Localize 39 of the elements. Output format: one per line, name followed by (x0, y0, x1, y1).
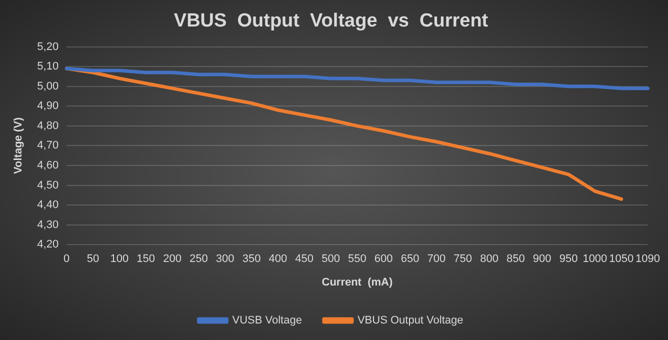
legend-label: VBUS Output Voltage (357, 314, 464, 327)
y-tick-label: 4,40 (37, 199, 59, 212)
x-tick-label: 950 (559, 253, 578, 266)
x-tick-label: 750 (454, 253, 472, 266)
x-tick-label: 250 (190, 253, 208, 266)
x-tick-label: 0 (64, 253, 70, 266)
x-tick-label: 350 (242, 253, 261, 266)
x-tick-label: 100 (110, 253, 129, 266)
y-tick-label: 5,20 (37, 40, 59, 53)
x-tick-label: 900 (532, 253, 552, 266)
y-tick-label: 5,10 (37, 60, 59, 73)
x-tick-label: 300 (216, 253, 234, 266)
x-tick-label: 450 (295, 253, 314, 266)
x-axis-title: Current (mA) (322, 276, 393, 288)
y-tick-label: 4,90 (37, 100, 59, 112)
x-tick-label: 850 (506, 253, 525, 266)
x-tick-label: 1050 (609, 253, 634, 266)
legend-label: VUSB Voltage (232, 314, 302, 327)
chart-title: VBUS Output Voltage vs Current (174, 10, 489, 32)
x-tick-label: 550 (348, 253, 366, 266)
y-tick-label: 4,50 (37, 179, 59, 192)
y-axis-title: Voltage (V) (12, 117, 25, 174)
y-tick-label: 4,70 (37, 140, 59, 152)
y-tick-label: 4,30 (37, 218, 59, 231)
x-tick-label: 400 (268, 253, 288, 266)
x-tick-label: 650 (400, 253, 420, 266)
y-tick-label: 5,00 (37, 80, 59, 92)
x-tick-label: 500 (322, 253, 340, 266)
x-tick-label: 150 (136, 253, 156, 266)
x-tick-label: 1000 (582, 253, 608, 266)
y-tick-label: 4,80 (37, 120, 59, 132)
x-tick-label: 600 (374, 253, 393, 266)
x-tick-label: 700 (427, 253, 446, 266)
x-tick-label: 800 (480, 253, 498, 266)
y-tick-label: 4,60 (37, 160, 59, 172)
y-tick-label: 4,20 (37, 238, 59, 251)
x-tick-label: 1090 (636, 253, 660, 266)
x-tick-label: 50 (86, 253, 100, 266)
x-tick-label: 200 (163, 253, 182, 266)
